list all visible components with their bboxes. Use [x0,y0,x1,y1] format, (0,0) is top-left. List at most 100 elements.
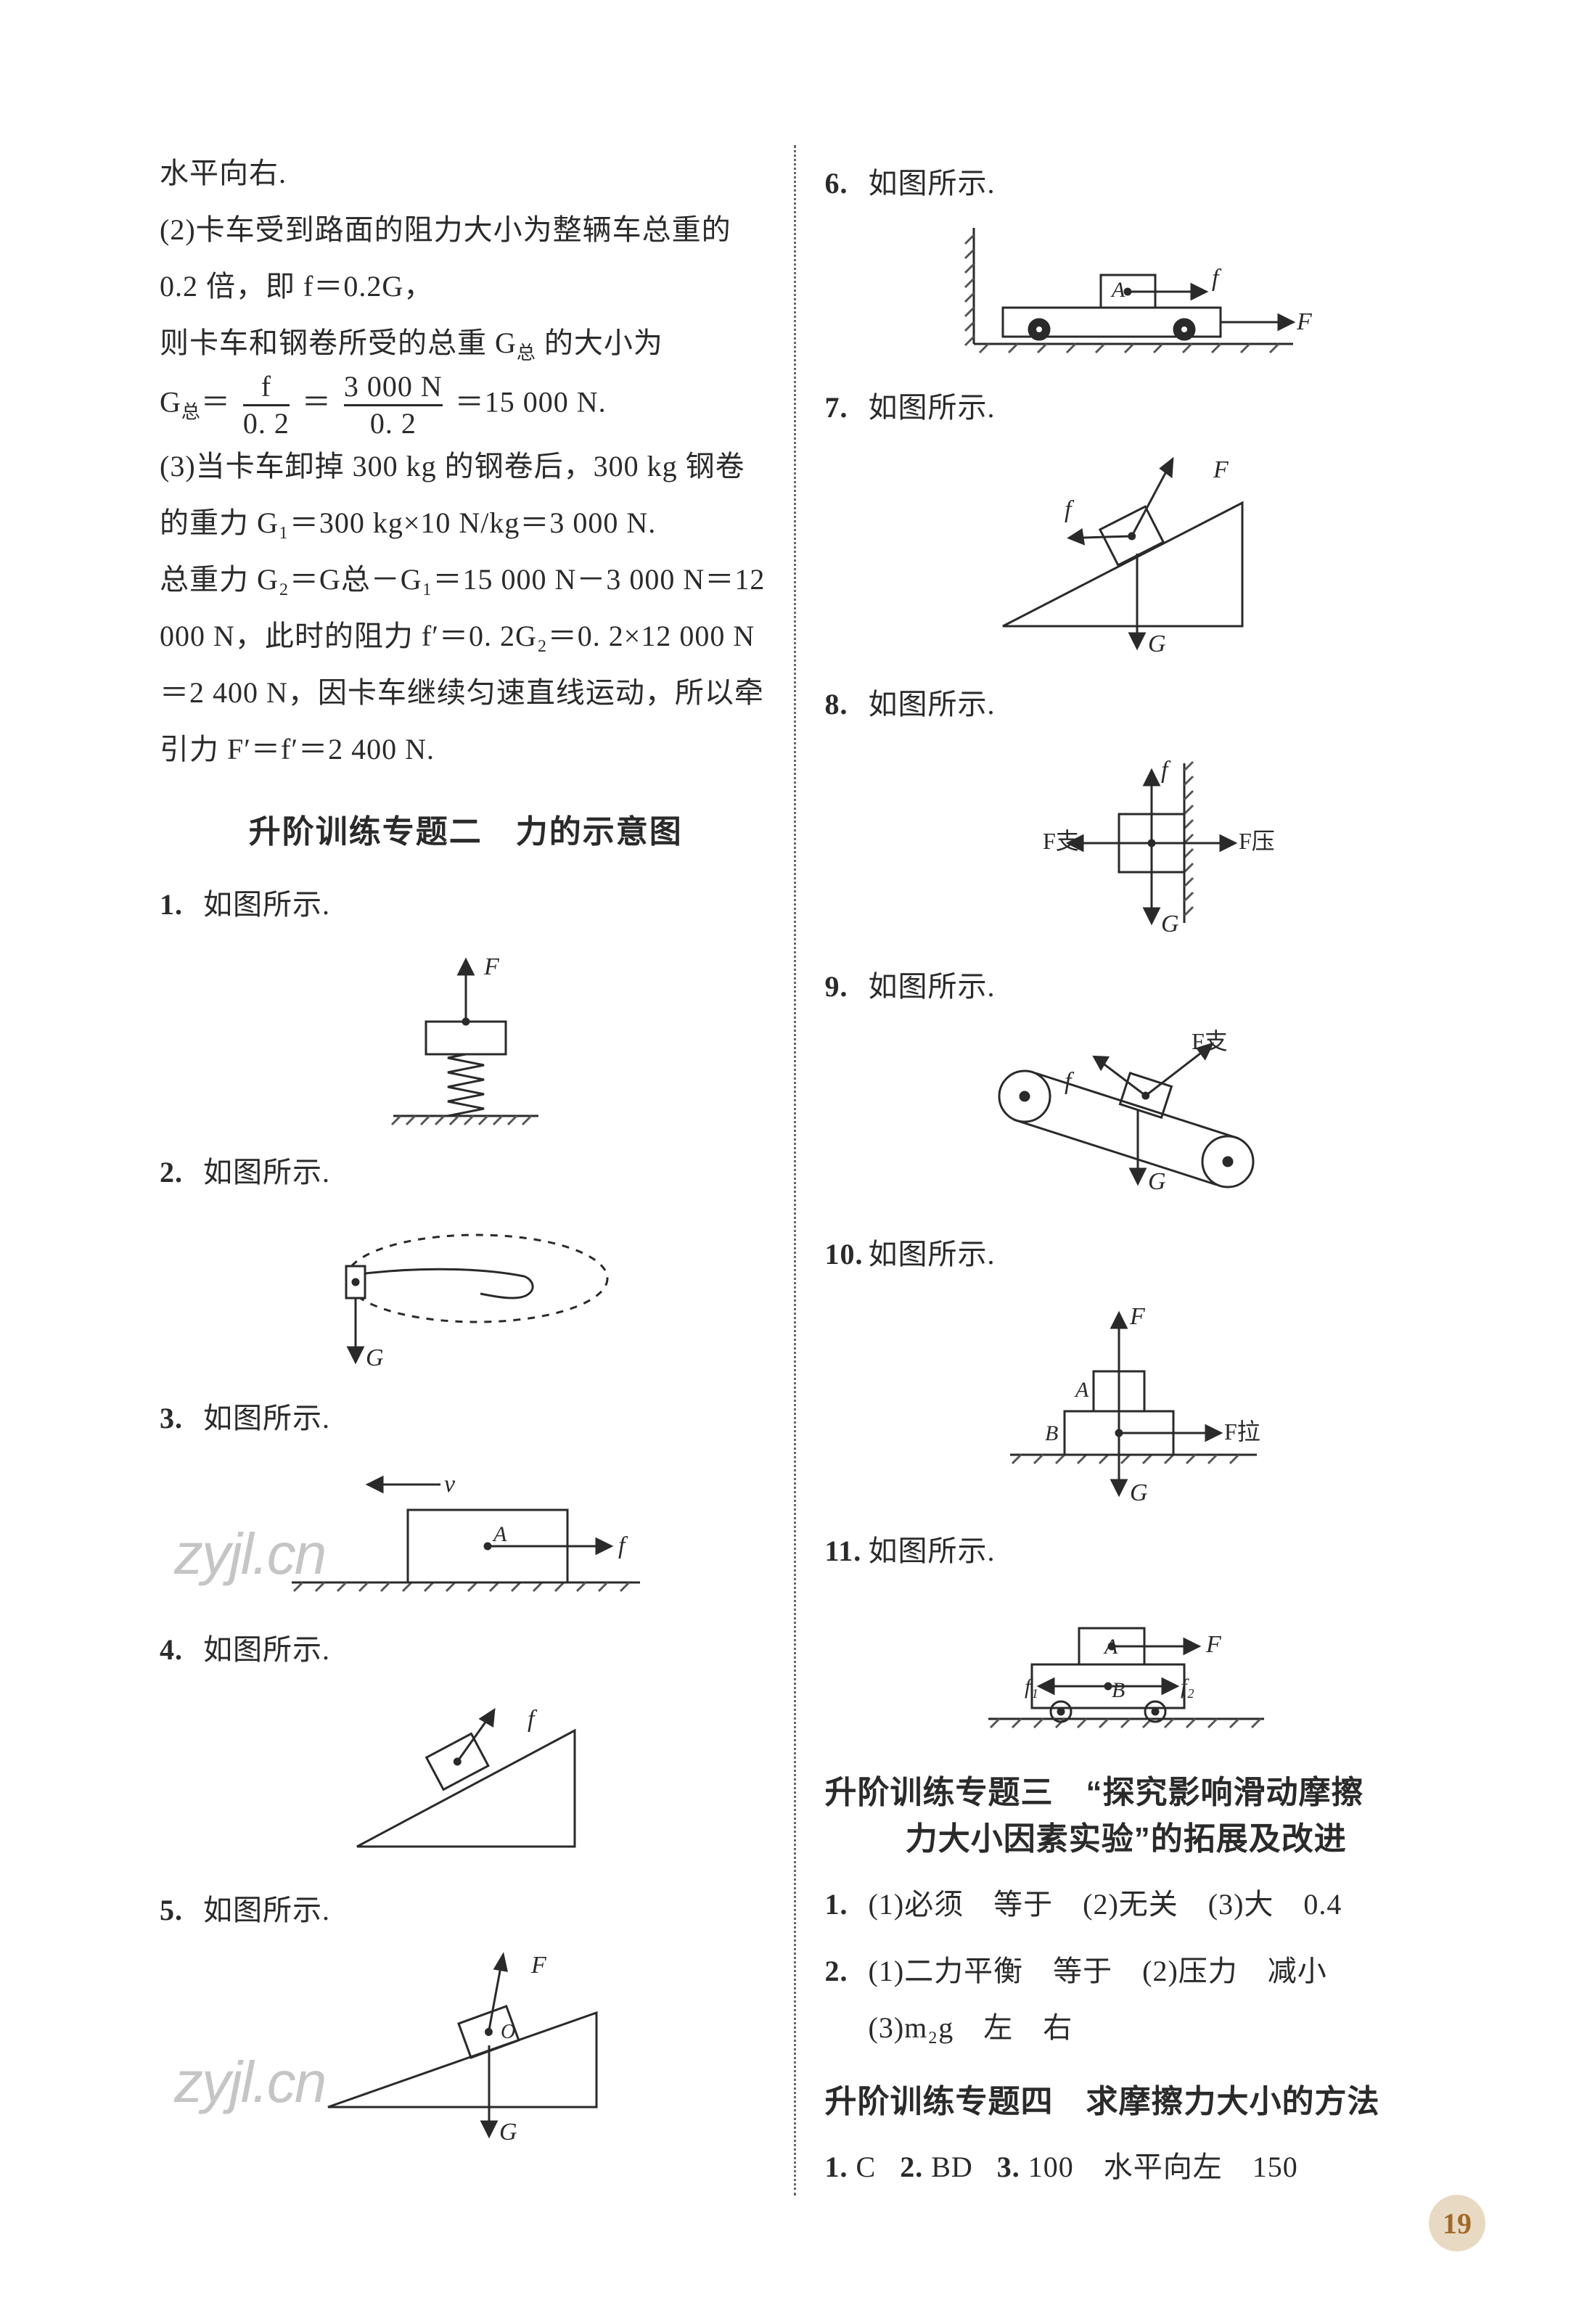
q1-figure: F [160,942,772,1134]
t3-q2b: (3)m₂g 左 右 [869,2000,1428,2056]
left-p5: 总重力 G₂＝G总－G₁＝15 000 N－3 000 N＝12 000 N，此… [160,551,772,778]
left-p3b: 的大小为 [536,327,663,359]
q9-text: 如图所示. [869,958,1428,1015]
q6-row: 6. 如图所示. [825,155,1428,212]
q10-label-A: A [1074,1378,1089,1402]
q8-svg: f G F支 F压 [974,742,1279,945]
left-p3sub: 总 [517,342,536,364]
t3-q1-text: (1)必须 等于 (2)无关 (3)大 0.4 [869,1876,1428,1933]
q9-svg: F支 f G [952,1024,1300,1212]
eq1-lhs: G [160,385,181,418]
t4-answers: 1. C 2. BD 3. 100 水平向左 150 [825,2139,1428,2196]
q6-label-A: A [1110,278,1125,302]
q9-row: 9. 如图所示. [825,958,1428,1015]
t3-q1-num: 1. [825,1876,869,1933]
t4-a: C [856,2151,877,2183]
eq1-f1d: 0. 2 [243,409,290,438]
q3-text: 如图所示. [203,1390,772,1447]
q9-label-G: G [1148,1168,1166,1195]
q5-figure: F G O zyjl.cn [160,1947,772,2154]
q8-label-f: f [1161,757,1171,784]
heading3b: 力大小因素实验”的拓展及改进 [825,1812,1428,1859]
q6-figure: A f F [825,221,1428,369]
q2-text: 如图所示. [203,1144,772,1201]
q8-label-Fzhi: F支 [1043,828,1079,854]
q11-label-f2: f₂ [1181,1675,1194,1699]
eq1-f1n: f [261,372,271,401]
q8-label-Fya: F压 [1239,828,1275,854]
q9-num: 9. [825,958,869,1015]
fraction-bar-icon [344,404,443,406]
q4-row: 4. 如图所示. [160,1622,772,1678]
eq1-frac2: 3 000 N 0. 2 [344,372,443,438]
q4-label-f: f [528,1706,538,1733]
t3-q1-row: 1. (1)必须 等于 (2)无关 (3)大 0.4 [825,1876,1428,1933]
q10-label-F: F [1129,1303,1146,1330]
q11-svg: A B F f₁ f₂ [952,1588,1300,1741]
q9-label-f: f [1065,1068,1075,1095]
q3-row: 3. 如图所示. [160,1390,772,1447]
left-p2: (2)卡车受到路面的阻力大小为整辆车总重的 0.2 倍，即 f＝0.2G， [160,202,772,315]
q10-label-Fla: F拉 [1224,1418,1260,1445]
eq1-f2d: 0. 2 [370,409,417,438]
left-column: 水平向右. (2)卡车受到路面的阻力大小为整辆车总重的 0.2 倍，即 f＝0.… [160,145,794,2196]
q9-label-Fzhi: F支 [1192,1028,1228,1054]
eq1-eq1: ＝ [201,385,231,418]
q1-num: 1. [160,876,203,933]
q2-figure: G [160,1210,772,1380]
q11-label-A: A [1103,1635,1118,1659]
q5-num: 5. [160,1882,203,1939]
heading-topic-3: 升阶训练专题三 “探究影响滑动摩擦 力大小因素实验”的拓展及改进 [825,1766,1428,1859]
page-number: 19 [1429,2195,1485,2251]
q11-text: 如图所示. [869,1523,1428,1580]
t4-c: 100 水平向左 150 [1028,2151,1298,2183]
q11-row: 11. 如图所示. [825,1523,1428,1580]
t4-n2: 2. [900,2151,923,2183]
q10-row: 10. 如图所示. [825,1226,1428,1283]
q6-label-F: F [1296,308,1313,335]
fraction-bar-icon [243,404,290,406]
q8-num: 8. [825,676,869,733]
q3-label-f: f [618,1532,628,1559]
q3-figure: v A f zyjl.cn [160,1455,772,1611]
left-p3: 则卡车和钢卷所受的总重 G总 的大小为 [160,315,772,372]
q6-text: 如图所示. [869,155,1428,212]
q8-figure: f G F支 F压 [825,742,1428,948]
q4-text: 如图所示. [203,1622,772,1678]
q5-label-O: O [501,2021,515,2043]
q7-label-f: f [1065,496,1075,523]
t4-b: BD [931,2151,973,2183]
right-column: 6. 如图所示. A f F [794,145,1428,2196]
q2-num: 2. [160,1144,203,1201]
q11-num: 11. [825,1523,869,1580]
eq1-eq2: ＝ [302,385,332,418]
t3-q2a: (1)二力平衡 等于 (2)压力 减小 [869,1943,1428,2000]
q8-row: 8. 如图所示. [825,676,1428,733]
q8-label-G: G [1161,911,1179,937]
t4-n1: 1. [825,2151,848,2183]
q7-svg: F f G [974,445,1279,662]
left-p1: 水平向右. [160,145,772,202]
q6-label-f: f [1212,265,1222,292]
eq1-frac1: f 0. 2 [243,372,290,438]
q11-label-B: B [1112,1678,1125,1702]
q2-svg: G [299,1210,633,1376]
q6-num: 6. [825,155,869,212]
q1-label-F: F [483,953,500,980]
eq1-f2n: 3 000 N [344,372,443,401]
q10-figure: F G A B F拉 [825,1292,1428,1513]
q10-label-B: B [1045,1421,1058,1445]
q4-figure: f [160,1687,772,1872]
q1-text: 如图所示. [203,876,772,933]
q11-label-F: F [1205,1631,1222,1658]
q6-svg: A f F [930,221,1322,366]
q10-num: 10. [825,1226,869,1283]
q5-row: 5. 如图所示. [160,1882,772,1939]
q7-text: 如图所示. [869,379,1428,436]
q3-label-v: v [444,1471,456,1498]
q2-label-G: G [366,1344,384,1371]
q11-figure: A B F f₁ f₂ [825,1588,1428,1744]
left-p3a: 则卡车和钢卷所受的总重 G [160,327,517,359]
t3-q2-num: 2. [825,1943,869,2000]
q4-num: 4. [160,1622,203,1678]
